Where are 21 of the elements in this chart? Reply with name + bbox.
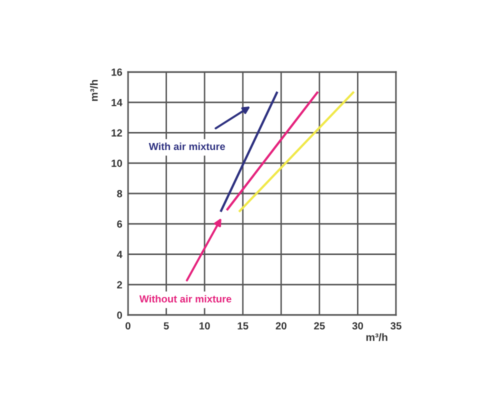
y-tick-label: 14 — [112, 99, 122, 106]
x-tick-label: 20 — [276, 322, 286, 330]
y-tick-label: 10 — [112, 160, 122, 167]
x-tick-label: 5 — [164, 322, 169, 330]
x-tick-label: 30 — [352, 322, 364, 330]
x-tick-label: 10 — [200, 322, 210, 330]
x-tick-label: 0 — [126, 322, 130, 330]
text: Without air mixture — [139, 295, 232, 303]
x-axis-title: m³/h — [366, 333, 388, 342]
y-tick-label: 4 — [116, 250, 122, 258]
y-tick-label: 16 — [112, 68, 122, 76]
x-tick-label: 35 — [390, 322, 402, 330]
y-tick-label: 12 — [112, 129, 122, 136]
text: With air mixture — [148, 142, 225, 150]
y-tick-label: 2 — [117, 281, 122, 288]
y-axis-title: m³/h — [90, 80, 98, 101]
x-tick-label: 15 — [238, 322, 248, 330]
y-tick-label: 6 — [117, 220, 122, 228]
y-tick-label: 0 — [117, 312, 122, 319]
y-tick-label: 8 — [117, 190, 122, 198]
x-tick-label: 25 — [314, 322, 325, 330]
